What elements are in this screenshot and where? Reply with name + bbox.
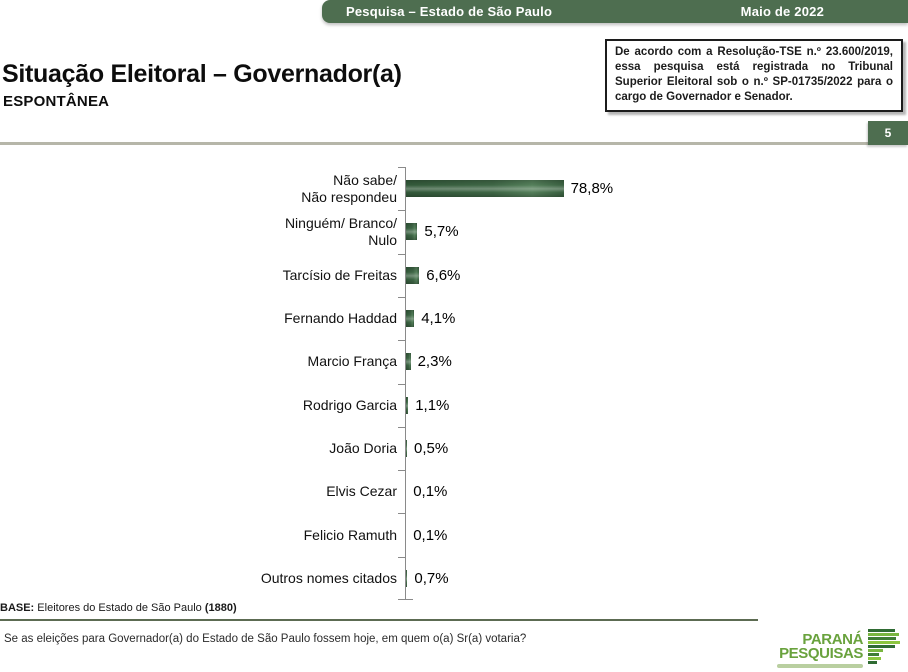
chart-row: Fernando Haddad 4,1% [0,297,740,340]
bar-area: 0,1% [406,526,448,544]
axis-tick [398,210,405,212]
tse-text-suffix: para o cargo de Governador e Senador. [615,75,893,103]
value-bar [406,569,408,587]
category-label: Tarcísio de Freitas [282,266,397,283]
logo-line1: PARANÁ [802,631,863,648]
base-count: (1880) [204,602,237,614]
category-label: João Doria [329,440,397,457]
value-label: 1,1% [415,396,450,414]
header-survey-title: Pesquisa – Estado de São Paulo [346,4,553,19]
logo-tagline [777,663,863,668]
value-bar [406,439,407,457]
bar-area: 0,5% [406,439,449,457]
category-label: Outros nomes citados [260,569,397,586]
value-label: 5,7% [424,223,459,241]
chart-row: Elvis Cezar 0,1% [0,470,740,513]
page-subtitle: ESPONTÂNEA [3,93,110,110]
axis-tick [398,383,405,385]
category-label: Rodrigo Garcia [302,396,397,413]
chart-row: Não sabe/ Não respondeu 78,8% [0,167,740,210]
value-label: 6,6% [426,266,461,284]
value-label: 0,1% [413,526,448,544]
chart-axis [405,167,406,600]
chart-row: Felicio Ramuth 0,1% [0,513,740,556]
base-note: BASE: Eleitores do Estado de São Paulo (… [0,602,237,614]
axis-tick [398,296,405,298]
value-bar [406,266,420,284]
bar-area: 0,7% [406,569,449,587]
category-label: Marcio França [307,353,397,370]
chart-row: Tarcísio de Freitas 6,6% [0,254,740,297]
tse-text-prefix: De acordo com a Resolução-TSE n.º 23.600… [615,46,893,88]
category-label: Fernando Haddad [284,310,397,327]
value-bar [406,310,415,328]
page-number-badge: 5 [868,121,908,145]
value-bar [406,223,418,241]
logo-flag-icon [868,629,900,664]
logo-line2: PESQUISAS [779,644,863,662]
axis-tick [398,513,405,515]
horizontal-divider [0,142,908,145]
tse-registration-number: SP-01735/2022 [772,75,853,88]
header-date: Maio de 2022 [740,4,824,19]
value-bar [406,353,411,371]
parana-pesquisas-logo: PARANÁ PESQUISAS [763,628,902,668]
chart-row: Rodrigo Garcia 1,1% [0,384,740,427]
value-label: 2,3% [417,353,452,371]
category-label: Ninguém/ Branco/ Nulo [284,215,397,248]
category-label: Não sabe/ Não respondeu [301,171,397,205]
base-label: BASE: [0,602,35,614]
category-label: Elvis Cezar [326,483,397,500]
base-text: Eleitores do Estado de São Paulo [34,602,205,614]
top-header-bar: Pesquisa – Estado de São Paulo Maio de 2… [322,0,908,23]
tse-registration-box: De acordo com a Resolução-TSE n.º 23.600… [605,39,903,112]
axis-tick [398,556,405,558]
value-bar [406,180,564,198]
chart-row: Marcio França 2,3% [0,340,740,383]
category-label: Felicio Ramuth [303,526,397,543]
bar-area: 1,1% [406,396,450,414]
bar-area: 2,3% [406,353,452,371]
bar-area: 78,8% [406,180,614,198]
axis-tick [398,470,405,472]
axis-tick [398,426,405,428]
value-label: 4,1% [421,310,456,328]
bar-chart: Não sabe/ Não respondeu 78,8% Ninguém/ Bra… [0,167,740,600]
axis-tick [398,167,405,168]
logo-wordmark: PARANÁ PESQUISAS [763,631,863,668]
value-label: 78,8% [570,180,614,198]
bar-area: 6,6% [406,266,461,284]
footer-divider [0,619,758,621]
axis-tick [398,253,405,255]
chart-row: Outros nomes citados 0,7% [0,557,740,600]
chart-row: João Doria 0,5% [0,427,740,470]
value-bar [406,396,409,414]
bar-area: 5,7% [406,223,459,241]
value-label: 0,7% [414,569,449,587]
bar-area: 4,1% [406,310,456,328]
page-title: Situação Eleitoral – Governador(a) [2,60,402,88]
survey-question: Se as eleições para Governador(a) do Est… [4,633,527,645]
axis-tick [398,340,405,342]
axis-tick [398,599,405,600]
chart-row: Ninguém/ Branco/ Nulo 5,7% [0,210,740,253]
bar-area: 0,1% [406,483,448,501]
axis-bottom-tick [405,599,413,600]
value-label: 0,5% [414,439,449,457]
value-label: 0,1% [413,483,448,501]
